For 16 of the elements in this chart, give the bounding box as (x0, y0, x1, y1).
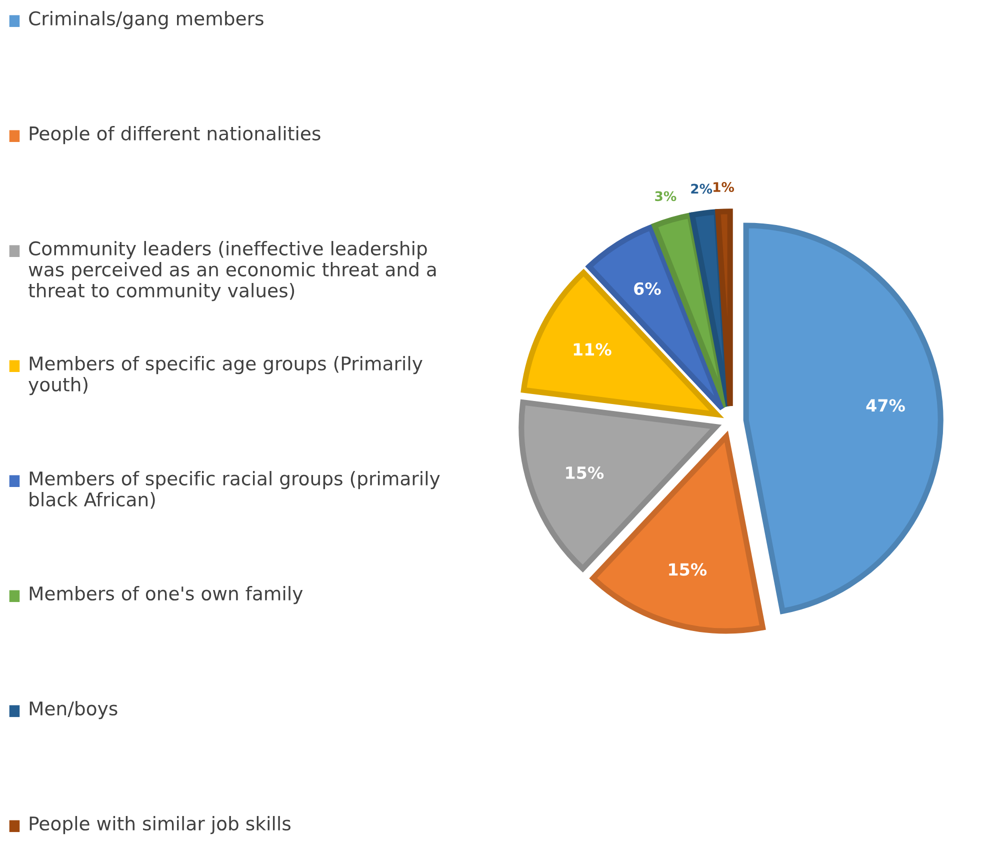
data-label: 2% (691, 184, 712, 194)
legend-label: Criminals/gang members (29, 10, 264, 30)
data-label: 15% (669, 563, 707, 576)
data-label: 15% (566, 466, 604, 480)
legend-label: Members of specific age groups (Primarily youth) (28, 356, 422, 396)
legend-label: Men/boys (30, 701, 118, 720)
data-label: 11% (574, 343, 612, 356)
data-label: 1% (714, 182, 734, 192)
legend-label: Community leaders (ineffective leadership was perceived as an economic threat and a threat to community values) (28, 240, 436, 302)
data-label: 47% (866, 399, 905, 412)
legend-label: People of different nationalities (30, 126, 320, 144)
legend-label: Members of specific racial groups (primarily black African) (30, 470, 440, 509)
data-label: 6% (634, 282, 661, 295)
legend-label: People with similar job skills (30, 816, 290, 834)
legend-label: Members of one's own family (30, 586, 303, 604)
data-label: 3% (655, 191, 676, 202)
